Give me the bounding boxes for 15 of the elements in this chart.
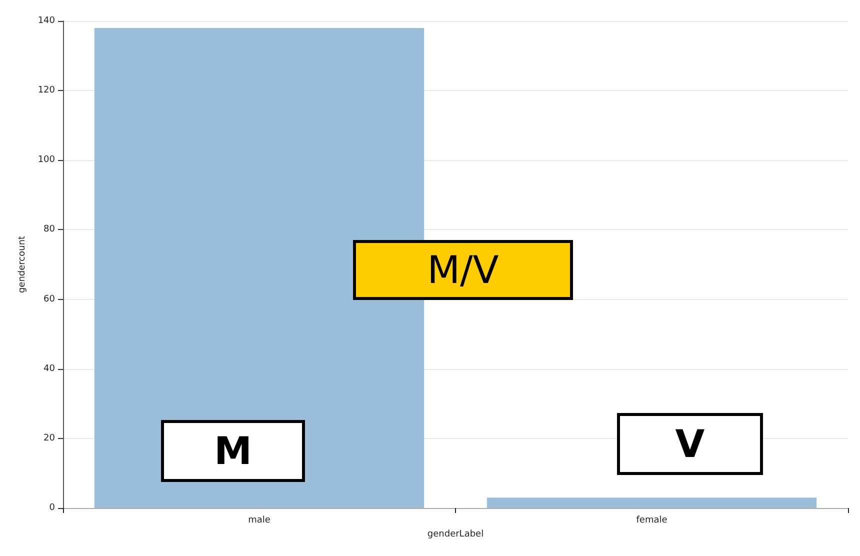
- label-box: M: [161, 420, 305, 482]
- label-box: M/V: [353, 240, 573, 300]
- y-tick-label: 20: [44, 433, 56, 444]
- x-tick-label: female: [636, 516, 668, 526]
- label-box: V: [617, 413, 763, 475]
- x-axis-title: genderLabel: [427, 530, 484, 540]
- y-tick-label: 100: [38, 155, 56, 166]
- y-tick-label: 60: [44, 294, 56, 304]
- y-tick-label: 140: [38, 16, 56, 26]
- y-tick-label: 0: [49, 503, 56, 513]
- y-tick-label: 120: [38, 86, 56, 96]
- x-tick-label: male: [248, 516, 271, 526]
- y-tick-label: 40: [44, 364, 56, 374]
- y-axis-title: gendercount: [17, 235, 28, 294]
- y-tick-label: 80: [44, 224, 56, 235]
